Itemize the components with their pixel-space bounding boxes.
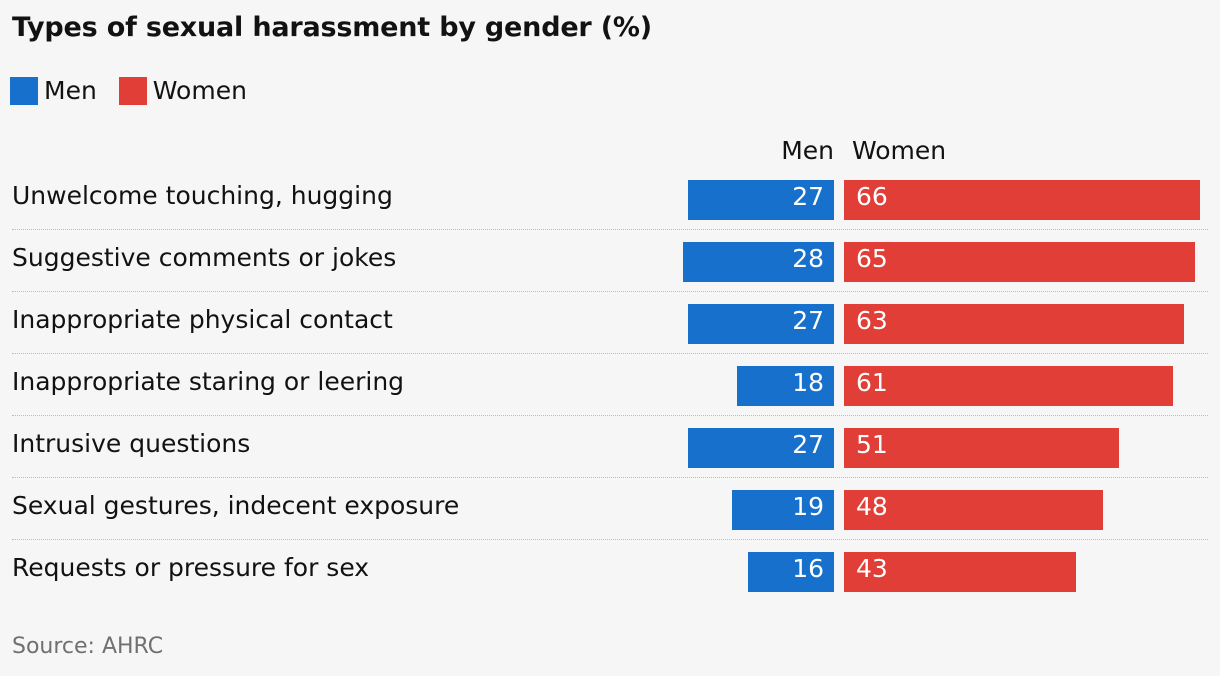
legend-swatch-men	[10, 76, 38, 105]
category-label: Inappropriate physical contact	[12, 305, 393, 334]
column-header-women: Women	[852, 136, 947, 165]
bar-women: 66	[844, 180, 1200, 220]
category-label: Sexual gestures, indecent exposure	[12, 491, 460, 520]
chart-row: Suggestive comments or jokes 28 65	[0, 230, 1220, 292]
bar-value-women: 65	[856, 244, 888, 273]
legend-item-women: Women	[118, 76, 247, 105]
row-divider	[12, 291, 1208, 292]
bar-value-men: 27	[792, 430, 824, 459]
bar-men: 19	[732, 490, 834, 530]
category-label: Intrusive questions	[12, 429, 251, 458]
legend-label-men: Men	[44, 76, 97, 105]
bar-value-men: 19	[792, 492, 824, 521]
column-header-men: Men	[781, 136, 834, 165]
legend: Men Women	[10, 76, 269, 105]
bar-women: 43	[844, 552, 1076, 592]
category-label: Requests or pressure for sex	[12, 553, 370, 582]
source-note: Source: AHRC	[12, 634, 164, 659]
legend-label-women: Women	[152, 76, 247, 105]
row-divider	[12, 539, 1208, 540]
legend-item-men: Men	[10, 76, 97, 105]
bar-value-men: 16	[792, 554, 824, 583]
bar-men: 27	[688, 304, 834, 344]
chart-row: Unwelcome touching, hugging 27 66	[0, 168, 1220, 230]
bar-value-women: 66	[856, 182, 888, 211]
bar-men: 28	[683, 242, 834, 282]
chart-row: Inappropriate staring or leering 18 61	[0, 354, 1220, 416]
row-divider	[12, 229, 1208, 230]
bar-value-women: 61	[856, 368, 888, 397]
bar-value-men: 28	[792, 244, 824, 273]
chart-row: Intrusive questions 27 51	[0, 416, 1220, 478]
bar-men: 27	[688, 180, 834, 220]
bar-value-men: 27	[792, 306, 824, 335]
row-divider	[12, 353, 1208, 354]
bar-value-women: 63	[856, 306, 888, 335]
category-label: Unwelcome touching, hugging	[12, 181, 393, 210]
legend-swatch-women	[118, 76, 147, 105]
row-divider	[12, 477, 1208, 478]
chart-row: Inappropriate physical contact 27 63	[0, 292, 1220, 354]
chart-row: Requests or pressure for sex 16 43	[0, 540, 1220, 602]
bar-value-women: 51	[856, 430, 888, 459]
bar-women: 48	[844, 490, 1103, 530]
bar-value-men: 18	[792, 368, 824, 397]
category-label: Suggestive comments or jokes	[12, 243, 397, 272]
bar-value-women: 48	[856, 492, 888, 521]
bar-women: 63	[844, 304, 1184, 344]
bar-men: 18	[737, 366, 834, 406]
bar-value-men: 27	[792, 182, 824, 211]
chart-title: Types of sexual harassment by gender (%)	[12, 12, 652, 43]
bar-men: 16	[748, 552, 834, 592]
bar-women: 65	[844, 242, 1195, 282]
bar-women: 61	[844, 366, 1173, 406]
category-label: Inappropriate staring or leering	[12, 367, 405, 396]
bar-value-women: 43	[856, 554, 888, 583]
bar-men: 27	[688, 428, 834, 468]
row-divider	[12, 415, 1208, 416]
chart-row: Sexual gestures, indecent exposure 19 48	[0, 478, 1220, 540]
bar-women: 51	[844, 428, 1119, 468]
